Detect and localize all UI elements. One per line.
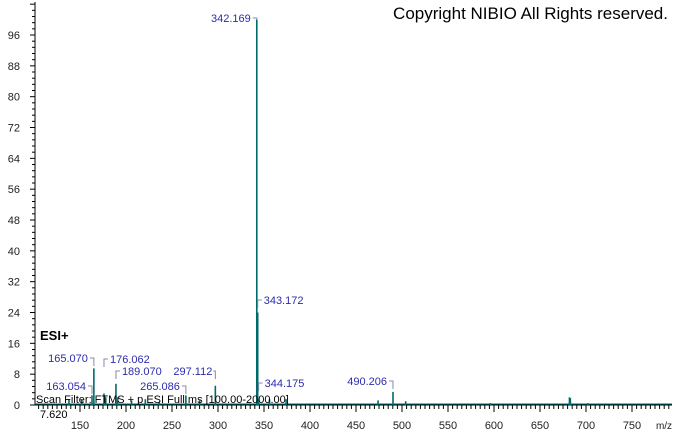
x-tick-label: 400 <box>301 420 319 432</box>
peak-label-leader <box>181 385 187 394</box>
peak-label-leader <box>213 370 216 379</box>
peak-label: 265.086 <box>140 381 180 393</box>
peak-label-leader <box>257 299 262 308</box>
peak-label-leader <box>103 358 108 367</box>
x-tick-label: 600 <box>485 420 503 432</box>
y-tick-label: 40 <box>8 246 20 258</box>
ionization-label: ESI+ <box>40 328 69 343</box>
x-tick-label: 350 <box>255 420 273 432</box>
peak-label: 343.172 <box>264 295 304 307</box>
x-tick-label: 550 <box>439 420 457 432</box>
y-tick-label: 8 <box>14 369 20 381</box>
peak-label-leader <box>89 357 95 366</box>
y-tick-label: 32 <box>8 277 20 289</box>
peak-label-leader <box>258 382 263 391</box>
peak-label: 344.175 <box>265 378 305 390</box>
retention-label: 7.620 <box>40 409 68 421</box>
x-tick-label: 750 <box>623 420 641 432</box>
peak-label-leader <box>88 385 93 394</box>
y-tick-label: 16 <box>8 338 20 350</box>
peak-label: 342.169 <box>211 13 251 25</box>
peak-label: 189.070 <box>122 366 162 378</box>
y-tick-label: 56 <box>8 184 20 196</box>
peak-label: 163.054 <box>46 381 86 393</box>
x-tick-label: 650 <box>531 420 549 432</box>
y-tick-label: 88 <box>8 61 20 73</box>
x-tick-label: 500 <box>393 420 411 432</box>
peak-label-leader <box>252 17 258 20</box>
copyright-text: Copyright NIBIO All Rights reserved. <box>393 4 668 23</box>
y-tick-label: 80 <box>8 92 20 104</box>
x-tick-label: 700 <box>577 420 595 432</box>
peak-label-leader <box>115 370 120 379</box>
y-tick-label: 72 <box>8 123 20 135</box>
peak-label: 176.062 <box>110 354 150 366</box>
x-tick-label: 300 <box>209 420 227 432</box>
x-tick-label: 250 <box>163 420 181 432</box>
y-tick-label: 96 <box>8 30 20 42</box>
peak-label: 297.112 <box>173 366 212 378</box>
y-tick-label: 0 <box>14 400 20 412</box>
x-tick-label: 150 <box>71 420 89 432</box>
x-tick-label: 200 <box>117 420 135 432</box>
scan-filter-label: Scan Filter: FTMS + p ESI Full ms [100.0… <box>36 394 289 406</box>
peak-label: 490.206 <box>347 376 387 388</box>
peak-label-leader <box>388 380 394 389</box>
y-tick-label: 64 <box>8 153 20 165</box>
y-tick-label: 48 <box>8 215 20 227</box>
x-axis-label: m/z <box>656 421 672 432</box>
y-tick-label: 24 <box>8 308 20 320</box>
x-tick-label: 450 <box>347 420 365 432</box>
peak-label: 165.070 <box>48 353 88 365</box>
